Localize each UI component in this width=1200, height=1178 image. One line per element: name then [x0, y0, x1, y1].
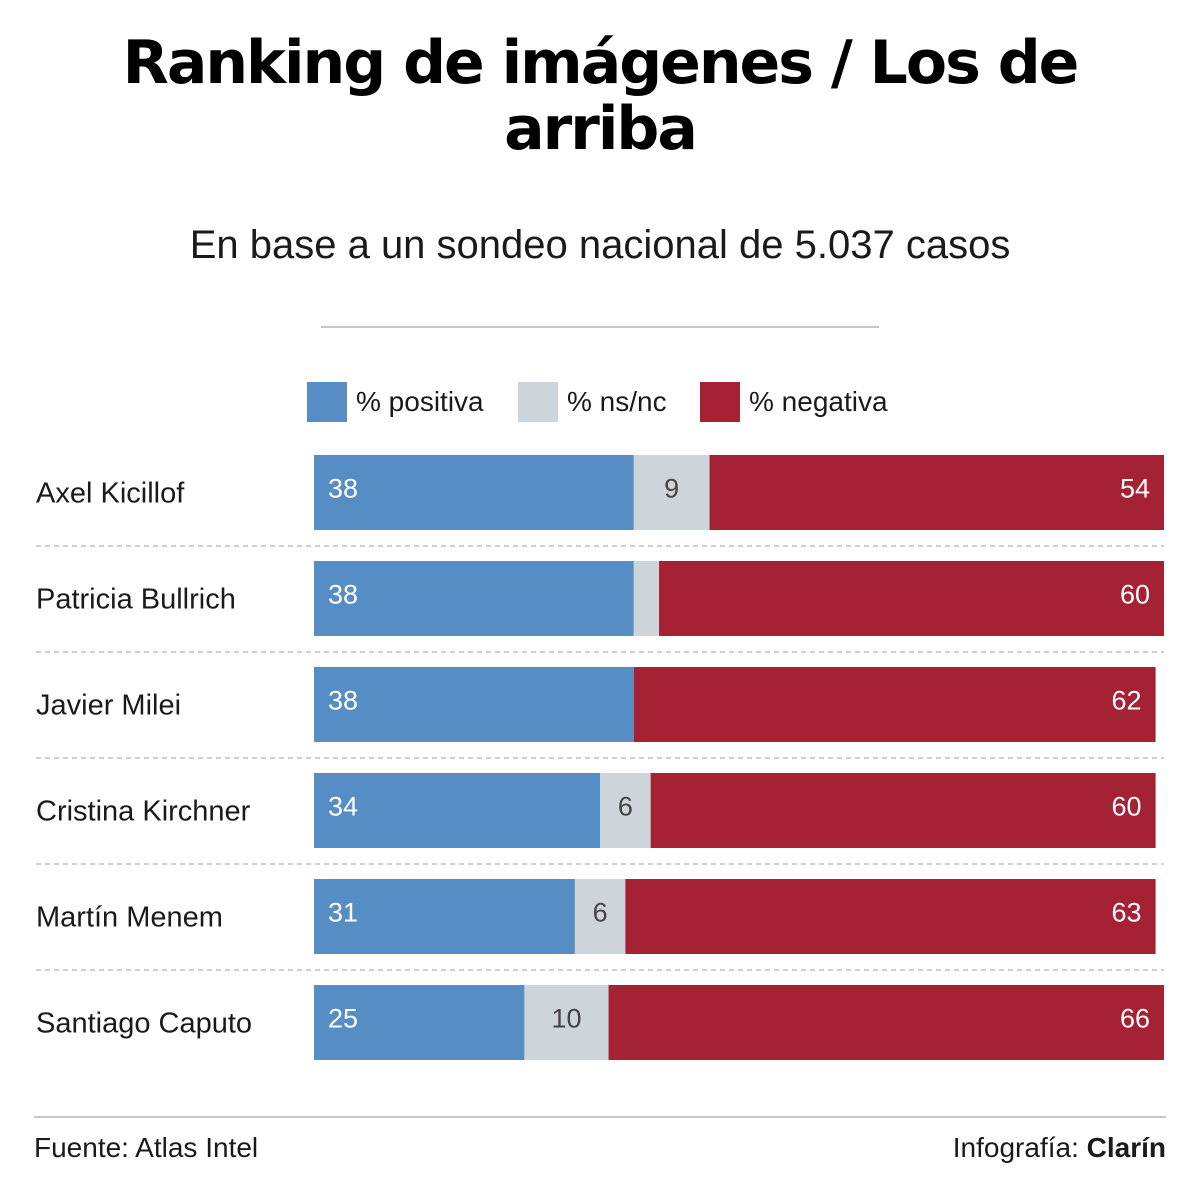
credit-prefix: Infografía: [952, 1132, 1087, 1163]
legend-swatch-nsnc [518, 382, 558, 422]
title-divider [321, 326, 879, 328]
bar-segment-positive-martin-menem [314, 879, 575, 954]
credit-note: Infografía: Clarín [953, 1128, 1166, 1168]
legend-label-negativa: % negativa [749, 386, 888, 417]
bar-segment-negative-patricia-bullrich [659, 561, 1164, 636]
row-label-martin-menem: Martín Menem [36, 902, 223, 934]
value-label-negative-patricia-bullrich: 60 [1120, 580, 1150, 610]
chart-title: Ranking de imágenes / Los de arriba [122, 28, 1080, 164]
value-label-negative-axel-kicillof: 54 [1120, 474, 1150, 504]
row-label-cristina-kirchner: Cristina Kirchner [36, 796, 251, 828]
row-label-santiago-caputo: Santiago Caputo [36, 1008, 252, 1040]
bar-segment-nsnc-patricia-bullrich [633, 561, 660, 636]
value-label-negative-javier-milei: 62 [1112, 686, 1142, 716]
bar-segment-negative-axel-kicillof [709, 455, 1164, 530]
value-label-positive-javier-milei: 38 [328, 686, 358, 716]
value-label-positive-santiago-caputo: 25 [328, 1004, 358, 1034]
bar-segment-negative-martin-menem [625, 879, 1156, 954]
value-label-nsnc-martin-menem: 6 [593, 898, 608, 928]
bar-segment-positive-cristina-kirchner [314, 773, 601, 848]
bar-segment-nsnc-santiago-caputo [524, 985, 609, 1060]
source-note: Fuente: Atlas Intel [34, 1132, 259, 1163]
bar-segment-positive-patricia-bullrich [314, 561, 634, 636]
bar-segment-nsnc-axel-kicillof [633, 455, 710, 530]
value-label-negative-cristina-kirchner: 60 [1112, 792, 1142, 822]
chart-subtitle: En base a un sondeo nacional de 5.037 ca… [189, 223, 1011, 267]
value-label-positive-martin-menem: 31 [328, 898, 358, 928]
bar-segment-negative-javier-milei [633, 667, 1156, 742]
value-label-nsnc-axel-kicillof: 9 [664, 474, 679, 504]
bar-segment-nsnc-martin-menem [574, 879, 626, 954]
bar-segment-positive-javier-milei [314, 667, 634, 742]
footer-divider [34, 1116, 1166, 1118]
bar-segment-negative-cristina-kirchner [650, 773, 1156, 848]
bar-segment-positive-santiago-caputo [314, 985, 525, 1060]
legend-label-positiva: % positiva [356, 386, 484, 417]
row-label-axel-kicillof: Axel Kicillof [36, 478, 185, 510]
chart-legend: % positiva % ns/nc % negativa [0, 382, 1200, 422]
row-label-patricia-bullrich: Patricia Bullrich [36, 584, 236, 616]
row-label-javier-milei: Javier Milei [36, 690, 181, 722]
legend-label-nsnc: % ns/nc [567, 386, 667, 417]
value-label-negative-martin-menem: 63 [1112, 898, 1142, 928]
bar-segment-negative-santiago-caputo [608, 985, 1164, 1060]
value-label-positive-cristina-kirchner: 34 [328, 792, 358, 822]
legend-swatch-negativa [700, 382, 740, 422]
bar-segment-positive-axel-kicillof [314, 455, 634, 530]
value-label-nsnc-santiago-caputo: 10 [551, 1004, 581, 1034]
value-label-negative-santiago-caputo: 66 [1120, 1004, 1150, 1034]
stacked-bar-chart: Axel Kicillof 38 9 54 Patricia Bullrich 38 60 J… [36, 455, 1164, 1060]
value-label-positive-patricia-bullrich: 38 [328, 580, 358, 610]
credit-brand: Clarín [1086, 1132, 1166, 1163]
legend-swatch-positiva [307, 382, 347, 422]
bar-segment-nsnc-cristina-kirchner [600, 773, 651, 848]
value-label-nsnc-cristina-kirchner: 6 [618, 792, 633, 822]
value-label-positive-axel-kicillof: 38 [328, 474, 358, 504]
